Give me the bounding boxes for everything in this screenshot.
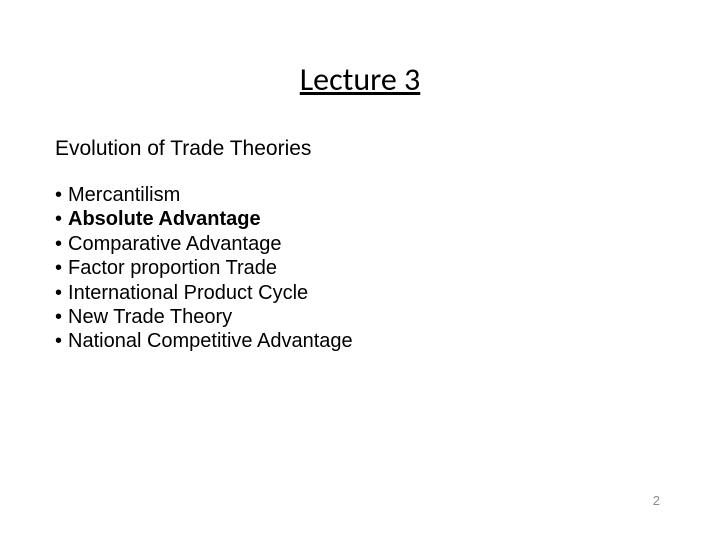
slide-container: Lecture 3 Evolution of Trade Theories • … xyxy=(0,0,720,540)
bullet-icon: • xyxy=(55,207,62,231)
list-item: • International Product Cycle xyxy=(55,281,665,305)
bullet-icon: • xyxy=(55,183,62,207)
bullet-text: National Competitive Advantage xyxy=(68,329,353,353)
bullet-text: Factor proportion Trade xyxy=(68,256,277,280)
bullet-icon: • xyxy=(55,232,62,256)
bullet-text: Comparative Advantage xyxy=(68,232,281,256)
list-item: • Factor proportion Trade xyxy=(55,256,665,280)
bullet-icon: • xyxy=(55,281,62,305)
list-item: • National Competitive Advantage xyxy=(55,329,665,353)
list-item: • Absolute Advantage xyxy=(55,207,665,231)
list-item: • Mercantilism xyxy=(55,183,665,207)
slide-subtitle: Evolution of Trade Theories xyxy=(55,137,665,161)
bullet-text: Mercantilism xyxy=(68,183,180,207)
bullet-text: Absolute Advantage xyxy=(68,207,261,231)
page-number: 2 xyxy=(653,493,660,508)
bullet-icon: • xyxy=(55,329,62,353)
bullet-icon: • xyxy=(55,256,62,280)
slide-title: Lecture 3 xyxy=(55,60,665,99)
list-item: • New Trade Theory xyxy=(55,305,665,329)
bullet-icon: • xyxy=(55,305,62,329)
list-item: • Comparative Advantage xyxy=(55,232,665,256)
bullet-text: International Product Cycle xyxy=(68,281,308,305)
bullet-list: • Mercantilism • Absolute Advantage • Co… xyxy=(55,183,665,354)
bullet-text: New Trade Theory xyxy=(68,305,232,329)
